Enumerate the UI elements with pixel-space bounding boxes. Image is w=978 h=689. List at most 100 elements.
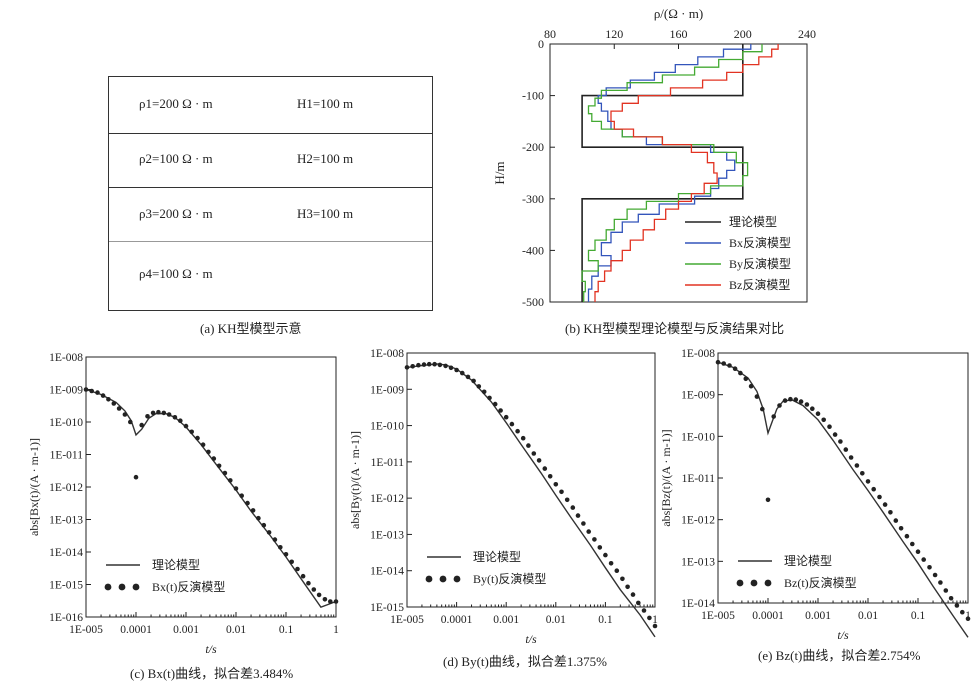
- inversion-point-d: [465, 374, 471, 380]
- legend-swatch-dot-d: [439, 575, 447, 583]
- inversion-point-d: [570, 505, 576, 510]
- inversion-point-c: [216, 463, 222, 469]
- inversion-point-e: [882, 502, 888, 507]
- inversion-point-d: [608, 561, 614, 566]
- x-tick-label-d: 0.0001: [441, 614, 473, 626]
- y-tick-label-c: 1E-011: [50, 450, 84, 462]
- inversion-point-c: [111, 401, 117, 406]
- inversion-point-c: [295, 566, 300, 572]
- inversion-point-e: [954, 603, 960, 608]
- layer-2: ρ2=100 Ω · m H2=100 m: [109, 134, 432, 188]
- inversion-point-c: [195, 435, 200, 441]
- inversion-point-e: [715, 359, 721, 365]
- inversion-point-c: [233, 486, 239, 491]
- x-axis-label-e: t/s: [837, 628, 849, 642]
- inversion-point-e: [765, 497, 771, 503]
- inversion-point-d: [536, 458, 542, 463]
- y-tick-label-b: -100: [522, 89, 544, 103]
- caption-b: (b) KH型模型理论模型与反演结果对比: [565, 321, 785, 336]
- theory-line-d: [406, 363, 656, 638]
- y-tick-label-c: 1E-013: [49, 515, 83, 527]
- inversion-point-c: [256, 515, 261, 521]
- inversion-point-d: [448, 365, 454, 371]
- inversion-point-e: [815, 411, 821, 416]
- inversion-point-e: [782, 398, 788, 403]
- inversion-point-d: [564, 497, 570, 503]
- layer-4-resistivity: ρ4=100 Ω · m: [139, 266, 213, 281]
- series-line-b-0: [581, 44, 744, 302]
- inversion-point-d: [636, 600, 641, 606]
- layer-4: ρ4=100 Ω · m: [109, 242, 432, 309]
- inversion-point-e: [854, 463, 860, 468]
- inversion-point-c: [133, 474, 139, 480]
- y-tick-label-c: 1E-009: [49, 385, 83, 397]
- inversion-point-c: [261, 522, 267, 528]
- inversion-point-c: [322, 597, 328, 602]
- inversion-point-c: [211, 456, 217, 461]
- plot-frame-c: [85, 356, 337, 618]
- x-tick-label-b: 160: [670, 27, 688, 41]
- panel-d: 1E-005 0.0001 0.001 0.01 0.1 1 1E-008 1E-009 1E-…: [325, 345, 665, 689]
- series-line-b-1: [587, 44, 752, 302]
- inversion-point-c: [272, 537, 278, 542]
- x-axis-label-d: t/s: [525, 632, 537, 646]
- inversion-point-c: [166, 412, 172, 417]
- inversion-point-d: [652, 623, 658, 629]
- y-tick-label-e: 1E-013: [681, 556, 715, 568]
- y-tick-label-c: 1E-014: [49, 547, 83, 559]
- inversion-point-c: [116, 406, 122, 411]
- y-axis-label-e: abs[Bz(t)/(A · m-1)]: [659, 429, 673, 526]
- inversion-point-d: [503, 414, 509, 420]
- inversion-point-c: [300, 573, 306, 579]
- inversion-point-c: [100, 393, 106, 398]
- inversion-point-d: [581, 521, 586, 526]
- inversion-point-e: [927, 565, 932, 570]
- inversion-point-e: [860, 471, 865, 476]
- y-axis-label-b: H/m: [492, 161, 507, 184]
- layer-2-resistivity: ρ2=100 Ω · m: [139, 151, 213, 166]
- legend-swatch-dot-e: [736, 579, 744, 587]
- legend-label-b-0: 理论模型: [729, 215, 777, 229]
- legend-label-line-e: 理论模型: [784, 554, 832, 568]
- inversion-point-c: [239, 493, 244, 498]
- inversion-point-d: [553, 482, 559, 487]
- y-tick-label-c: 1E-015: [49, 580, 83, 592]
- inversion-point-c: [266, 530, 272, 535]
- x-tick-label-b: 120: [605, 27, 623, 41]
- y-tick-label-c: 1E-012: [49, 482, 83, 494]
- inversion-point-c: [139, 422, 144, 428]
- inversion-point-c: [200, 442, 206, 447]
- theory-line-c: [85, 388, 337, 609]
- inversion-point-e: [915, 549, 921, 554]
- legend-label-line-c: 理论模型: [152, 558, 200, 572]
- inversion-point-e: [771, 414, 776, 419]
- inversion-point-c: [228, 478, 233, 483]
- chart-c: 1E-005 0.0001 0.001 0.01 0.1 1 1E-008 1E-009 1E-…: [27, 352, 339, 656]
- inversion-point-e: [893, 518, 899, 523]
- legend-label-line-d: 理论模型: [473, 550, 521, 564]
- inversion-point-d: [509, 421, 515, 427]
- inversion-point-c: [106, 397, 111, 402]
- inversion-point-e: [843, 447, 849, 452]
- inversion-point-e: [965, 616, 971, 621]
- legend-label-dots-d: By(t)反演模型: [473, 571, 546, 586]
- layer-model-box: ρ1=200 Ω · m H1=100 m ρ2=100 Ω · m H2=10…: [108, 76, 433, 311]
- x-tick-label-d: 1E-005: [390, 614, 424, 626]
- inversion-point-d: [531, 451, 537, 456]
- inversion-point-c: [156, 409, 161, 415]
- x-axis-label-b: ρ/(Ω · m): [654, 6, 703, 21]
- inversion-point-d: [443, 363, 448, 369]
- inversion-point-d: [476, 384, 482, 389]
- x-tick-label-e: 0.1: [911, 610, 926, 622]
- caption-c: (c) Bx(t)曲线，拟合差3.484%: [130, 666, 294, 681]
- legend-swatch-dot-d: [453, 575, 461, 583]
- inversion-point-c: [245, 500, 250, 506]
- inversion-point-c: [178, 418, 183, 423]
- inversion-point-e: [904, 533, 910, 539]
- layer-1: ρ1=200 Ω · m H1=100 m: [109, 77, 432, 134]
- inversion-point-e: [865, 479, 871, 484]
- y-tick-label-b: -300: [522, 192, 544, 206]
- inversion-point-d: [630, 592, 636, 597]
- inversion-point-e: [910, 541, 915, 547]
- legend-swatch-dot-c: [104, 583, 112, 591]
